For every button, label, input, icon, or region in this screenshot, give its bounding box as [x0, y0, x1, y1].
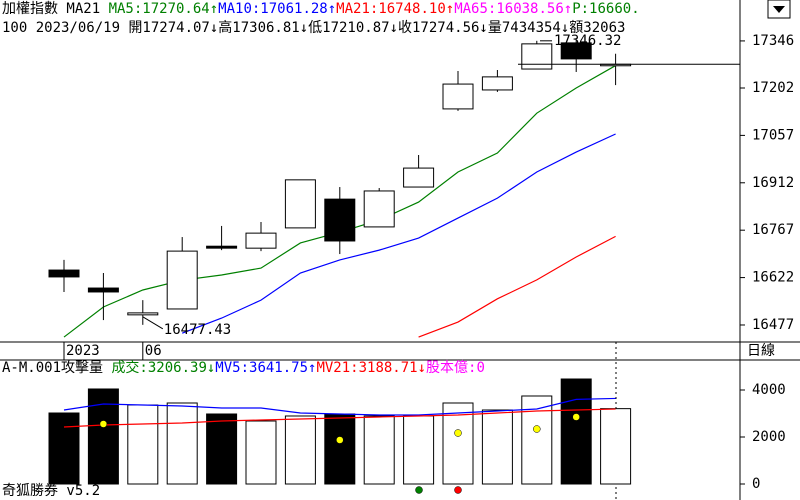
- y-tick-label: 16622: [752, 270, 794, 286]
- ma-line: [63, 408, 616, 428]
- header-segment: MA65:16038.56↑: [454, 1, 572, 17]
- volume-bar: [403, 415, 435, 485]
- y-tick-label: 16477: [752, 317, 794, 333]
- candle-body: [127, 312, 159, 316]
- scroll-arrow: [773, 6, 785, 13]
- candle-body: [560, 42, 592, 60]
- header-text: A-M.001攻擊量 成交:3206.39↓MV5:3641.75↑MV21:3…: [2, 359, 485, 376]
- header-segment: MA21:16748.10↑: [336, 1, 454, 17]
- header-segment: P:16660.: [572, 1, 639, 17]
- volume-bar: [48, 412, 80, 485]
- candle-body: [206, 245, 238, 249]
- header-segment: 加權指數 MA21: [2, 1, 109, 17]
- ma-line: [418, 235, 616, 338]
- x-tick-label: 06: [145, 343, 162, 359]
- header-segment: A-M.001攻擊量: [2, 359, 111, 376]
- volume-bar: [245, 420, 277, 485]
- ma-line: [63, 397, 616, 416]
- volume-bar: [600, 408, 632, 485]
- header-segment: 成交:3206.39↓: [111, 359, 215, 376]
- signal-dot: [454, 429, 462, 437]
- header-segment: MV21:3188.71↓: [316, 360, 426, 376]
- signal-dot: [336, 436, 344, 444]
- y-tick-label: 17202: [752, 80, 794, 96]
- candle-body: [403, 167, 435, 188]
- candle-body: [87, 287, 119, 293]
- subheader: 100 2023/06/19 開17274.07↓高17306.81↓低1721…: [2, 19, 625, 36]
- y-tick-label: 17346: [752, 33, 794, 49]
- volume-bar: [560, 378, 592, 485]
- header-segment: MA5:17270.64↑: [109, 1, 219, 17]
- x-tick-label: 2023: [66, 343, 100, 359]
- header-segment: 股本億:0: [426, 360, 485, 376]
- ma-line: [181, 133, 616, 334]
- volume-bar: [284, 415, 316, 485]
- candle-body: [521, 43, 553, 70]
- volume-bar: [324, 413, 356, 485]
- signal-dot: [533, 425, 541, 433]
- volume-bar: [87, 388, 119, 485]
- y-tick-label: 2000: [752, 429, 786, 445]
- volume-bar: [481, 409, 513, 485]
- footer: 奇狐勝券 v5.2: [2, 482, 100, 499]
- volume-bar: [127, 404, 159, 485]
- plot: [48, 39, 632, 338]
- candle-body: [324, 198, 356, 242]
- y-tick-label: 16912: [752, 175, 794, 191]
- header-segment: MV5:3641.75↑: [215, 360, 316, 376]
- period-label: 日線: [747, 343, 775, 359]
- volume-bar: [363, 415, 395, 485]
- volume-bar: [206, 413, 238, 485]
- candle-body: [166, 250, 198, 310]
- signal-dot: [99, 420, 108, 428]
- y-tick-label: 16767: [752, 222, 794, 238]
- signal-dot: [415, 486, 423, 494]
- candle-body: [363, 190, 395, 228]
- candle-body: [442, 83, 474, 110]
- volume-bar: [442, 402, 474, 485]
- signal-dot: [454, 486, 462, 494]
- annotation-leader: [142, 316, 164, 330]
- annotation: 17346.32: [554, 33, 621, 49]
- candle-body: [481, 76, 513, 91]
- y-tick-label: 17057: [752, 127, 794, 143]
- candle-body: [48, 269, 80, 278]
- candle-body: [284, 179, 316, 229]
- header-segment: MA10:17061.28↑: [218, 1, 336, 17]
- y-tick-label: 4000: [752, 382, 786, 398]
- signal-dot: [572, 413, 580, 421]
- header-text: 加權指數 MA21 MA5:17270.64↑MA10:17061.28↑MA2…: [2, 1, 640, 17]
- volume-bar: [166, 402, 198, 485]
- y-tick-label: 0: [752, 476, 760, 492]
- annotation: 16477.43: [164, 322, 231, 338]
- candle-body: [245, 232, 277, 249]
